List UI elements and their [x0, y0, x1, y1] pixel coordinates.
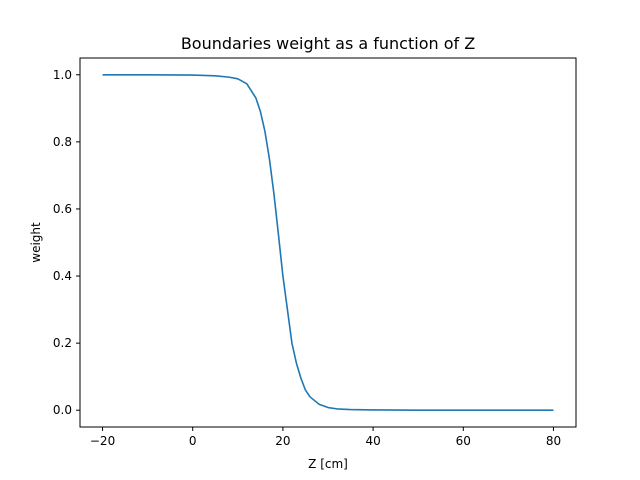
x-tick-label: 60 — [456, 434, 471, 448]
x-tick-label: 40 — [365, 434, 380, 448]
y-tick-label: 0.4 — [53, 269, 72, 283]
x-tick-label: 20 — [275, 434, 290, 448]
x-tick-label: 80 — [546, 434, 561, 448]
y-tick-label: 0.0 — [53, 403, 72, 417]
x-axis: −20 0 20 40 60 80 — [90, 427, 561, 448]
y-tick-label: 0.8 — [53, 135, 72, 149]
plot-area — [102, 73, 554, 412]
x-tick-label: −20 — [90, 434, 115, 448]
y-tick-label: 0.6 — [53, 202, 72, 216]
chart-title: Boundaries weight as a function of Z — [181, 34, 475, 53]
y-tick-label: 1.0 — [53, 68, 72, 82]
y-tick-label: 0.2 — [53, 336, 72, 350]
y-axis-label: weight — [29, 222, 43, 263]
x-tick-label: 0 — [189, 434, 197, 448]
x-axis-label: Z [cm] — [308, 457, 348, 471]
y-axis: 0.0 0.2 0.4 0.6 0.8 1.0 — [53, 68, 80, 417]
axes-frame — [79, 57, 577, 428]
series-line-0 — [102, 73, 554, 412]
